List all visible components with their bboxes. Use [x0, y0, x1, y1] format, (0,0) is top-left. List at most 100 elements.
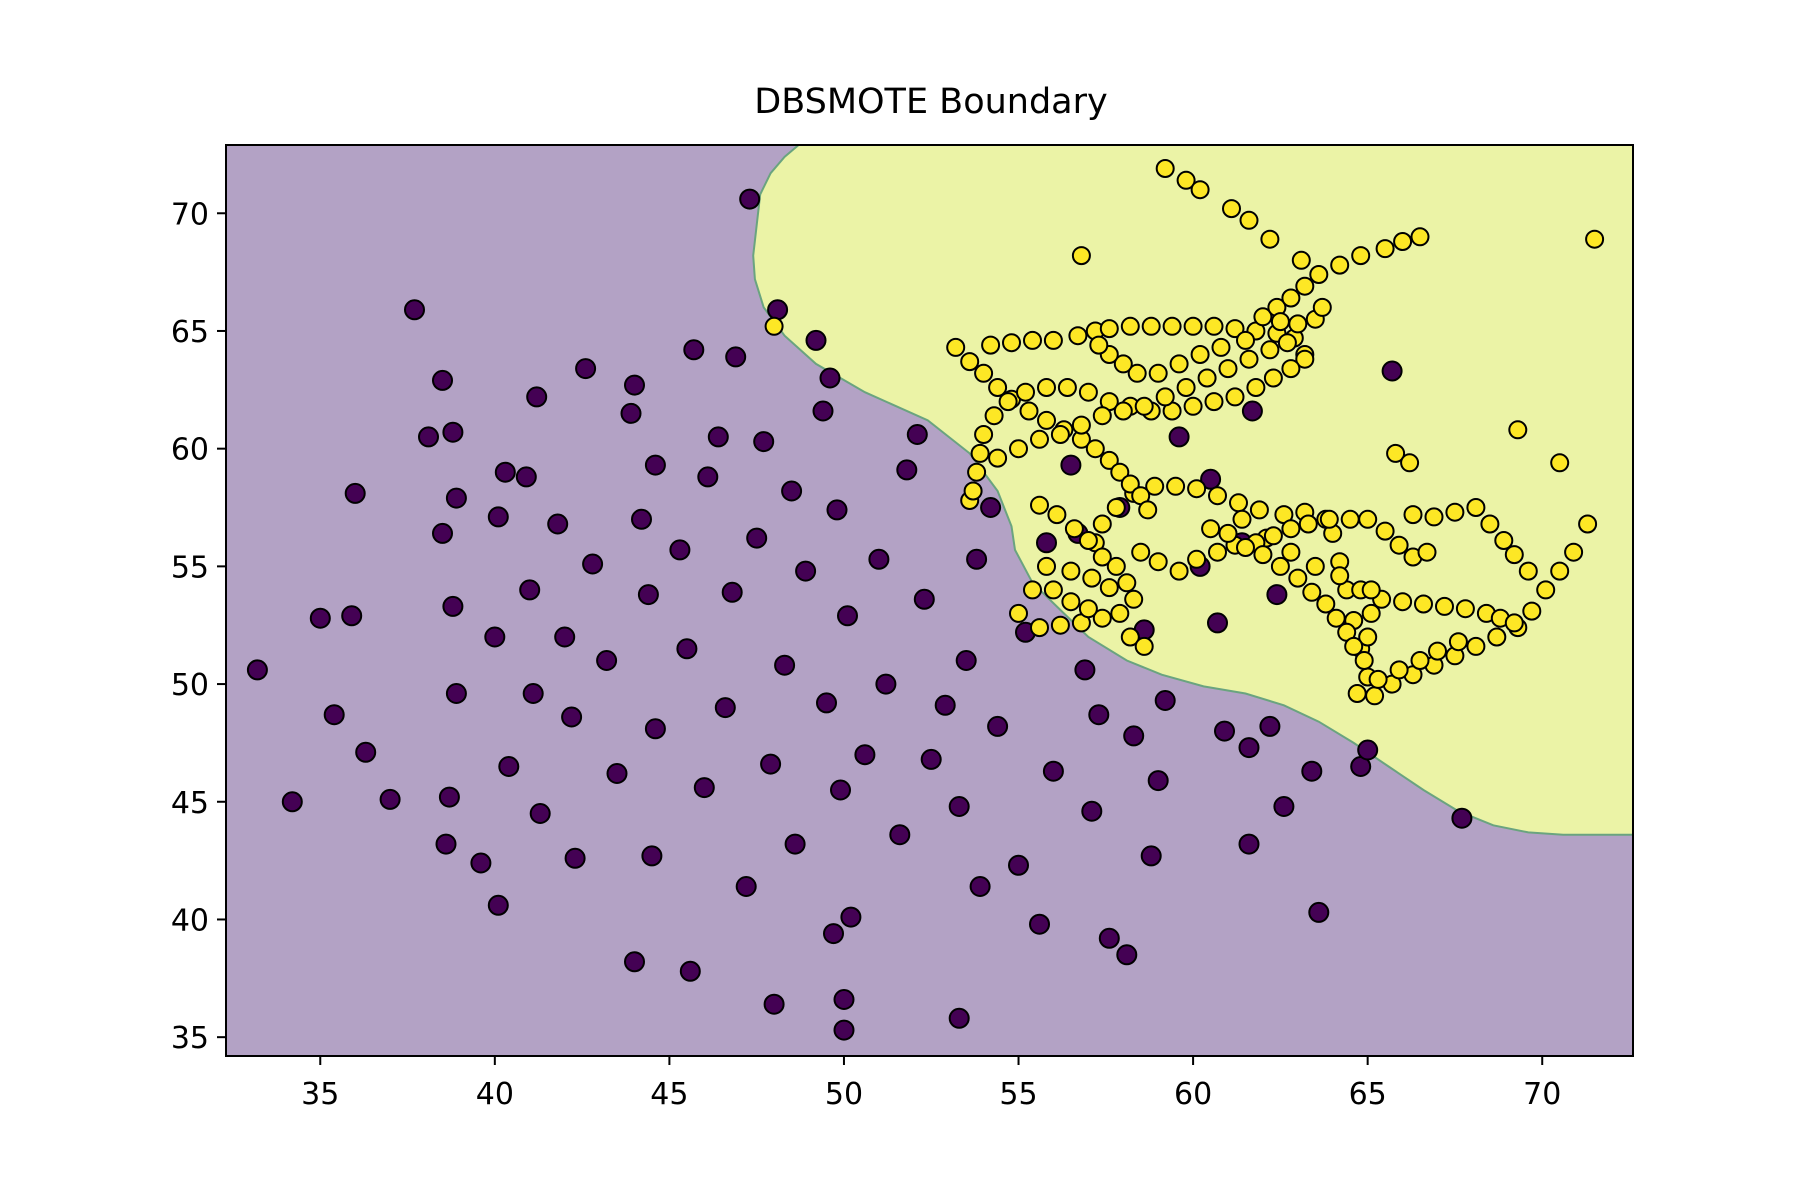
data-point-class-0 [987, 715, 1009, 737]
data-point-class-0 [515, 466, 537, 488]
data-point-class-0 [498, 756, 520, 777]
data-point-class-0 [763, 993, 785, 1015]
data-point-class-1 [1403, 505, 1423, 525]
data-point-class-1 [1305, 556, 1325, 576]
data-point-class-1 [1099, 319, 1119, 339]
data-point-class-1 [1082, 568, 1102, 588]
data-point-class-1 [1330, 566, 1350, 586]
data-point-class-1 [1253, 307, 1273, 327]
data-point-class-1 [1071, 246, 1091, 266]
data-point-class-1 [1222, 199, 1241, 219]
data-point-class-1 [1508, 420, 1528, 440]
data-point-class-1 [974, 363, 994, 383]
data-point-class-1 [1120, 474, 1140, 494]
data-point-class-0 [281, 791, 303, 813]
data-point-class-1 [1023, 330, 1042, 350]
data-point-class-0 [875, 673, 897, 695]
data-point-class-0 [323, 704, 345, 726]
data-point-class-1 [1148, 363, 1168, 383]
data-point-class-1 [1155, 387, 1175, 407]
data-point-class-1 [1354, 651, 1374, 670]
x-tick-label: 70 [1523, 1077, 1561, 1112]
data-point-class-0 [721, 581, 743, 603]
data-point-class-1 [1131, 542, 1151, 562]
data-point-class-0 [1200, 468, 1222, 490]
data-point-class-0 [683, 339, 705, 361]
data-point-class-0 [1214, 720, 1235, 742]
data-point-class-0 [833, 1019, 855, 1041]
data-point-class-1 [1316, 594, 1336, 614]
data-point-class-1 [764, 316, 784, 336]
x-tick-label: 40 [476, 1077, 514, 1112]
data-point-class-1 [1358, 627, 1378, 647]
data-point-class-1 [1361, 580, 1381, 600]
data-point-class-0 [526, 386, 548, 408]
data-point-class-0 [1451, 807, 1473, 829]
data-point-class-0 [442, 421, 464, 443]
data-point-class-1 [1455, 599, 1475, 619]
x-tick-label: 55 [999, 1077, 1037, 1112]
data-point-class-1 [1197, 368, 1217, 388]
data-point-class-0 [438, 786, 460, 808]
data-point-class-1 [1106, 556, 1126, 576]
data-point-class-1 [1393, 232, 1413, 251]
data-point-class-0 [561, 706, 583, 728]
data-point-class-0 [644, 718, 666, 740]
data-point-class-1 [1466, 498, 1486, 517]
data-point-class-1 [1270, 312, 1290, 332]
data-point-class-1 [963, 481, 983, 501]
y-axis: 35 40 45 50 55 60 65 70 [171, 197, 226, 1056]
data-point-class-1 [1043, 580, 1063, 600]
data-point-class-0 [624, 951, 645, 973]
chart-title: DBSMOTE Boundary [754, 82, 1108, 122]
data-point-class-1 [1092, 406, 1112, 426]
data-point-class-1 [1124, 589, 1144, 609]
data-point-class-1 [1127, 363, 1147, 383]
data-point-class-1 [1050, 615, 1070, 635]
data-point-class-0 [404, 299, 425, 321]
data-point-class-1 [1365, 686, 1385, 706]
data-point-class-0 [309, 607, 331, 629]
data-point-class-1 [1117, 573, 1137, 593]
data-point-class-1 [1564, 542, 1584, 562]
data-point-class-0 [1116, 944, 1138, 966]
data-point-class-1 [1522, 601, 1542, 621]
data-point-class-0 [896, 459, 918, 481]
data-point-class-0 [606, 763, 628, 784]
data-point-class-0 [795, 560, 817, 582]
data-point-class-1 [1277, 333, 1297, 353]
plot-frame [225, 144, 1634, 1057]
data-point-class-1 [1424, 507, 1444, 527]
y-tick-label: 50 [171, 668, 209, 703]
data-point-class-0 [487, 894, 509, 916]
data-point-class-0 [1140, 845, 1162, 867]
data-point-class-1 [1218, 359, 1238, 379]
data-point-class-0 [739, 188, 761, 210]
data-point-class-0 [1308, 901, 1330, 923]
data-point-class-1 [1218, 523, 1238, 543]
data-point-class-1 [1009, 439, 1028, 459]
data-point-class-0 [519, 579, 541, 601]
data-point-class-1 [1023, 580, 1042, 600]
data-point-class-1 [1141, 316, 1161, 336]
data-point-class-0 [840, 906, 862, 928]
data-point-class-1 [1389, 660, 1409, 680]
data-point-class-0 [1060, 454, 1082, 476]
data-point-class-1 [1138, 500, 1158, 520]
data-point-class-1 [1232, 509, 1252, 529]
data-point-class-0 [760, 753, 782, 775]
data-point-class-1 [1270, 556, 1290, 576]
data-point-class-0 [564, 847, 586, 869]
data-point-class-1 [1260, 229, 1280, 249]
data-point-class-1 [1208, 486, 1227, 506]
x-tick-label: 60 [1174, 1077, 1212, 1112]
data-point-class-1 [1351, 246, 1371, 266]
x-tick-label: 50 [825, 1077, 863, 1112]
data-point-class-1 [1145, 476, 1165, 496]
data-point-class-0 [379, 788, 401, 810]
data-point-class-0 [854, 744, 876, 766]
data-point-class-0 [868, 548, 890, 570]
data-point-class-1 [1148, 552, 1168, 572]
data-point-class-0 [679, 960, 701, 982]
data-point-class-1 [1110, 603, 1130, 623]
